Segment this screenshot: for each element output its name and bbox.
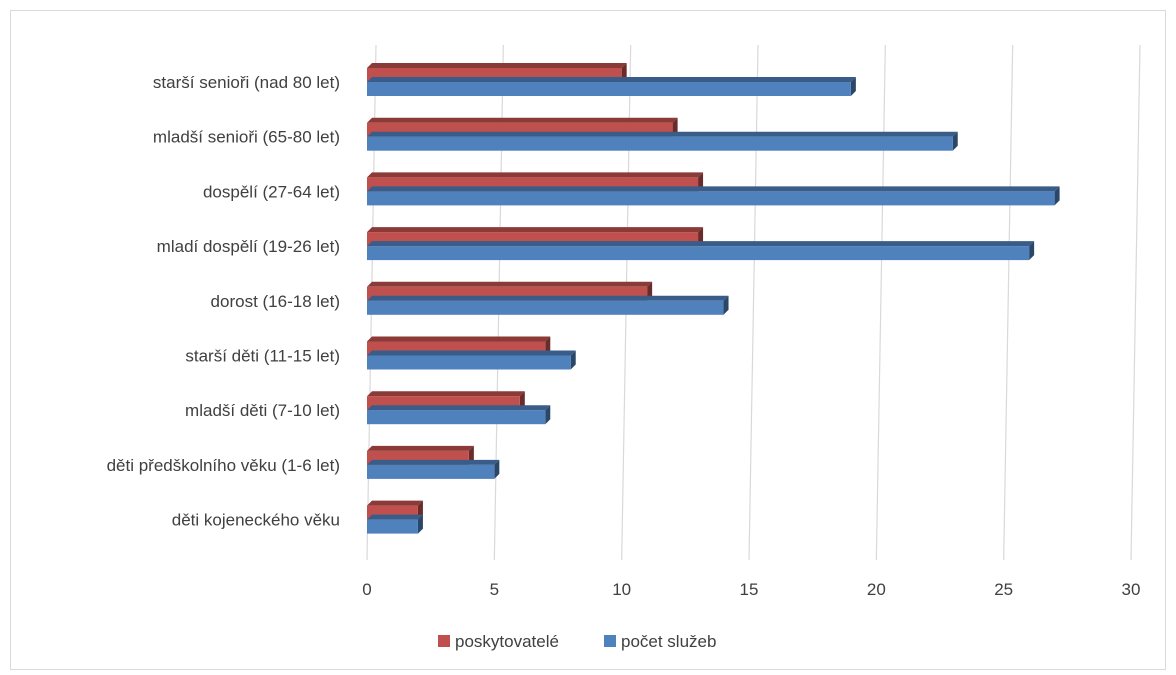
bars xyxy=(367,63,1060,534)
bar-pocet-sluzeb xyxy=(367,131,958,151)
legend-swatch xyxy=(604,635,616,647)
x-tick-label: 15 xyxy=(740,580,759,599)
legend-label: poskytovatelé xyxy=(455,632,559,651)
x-tick-label: 20 xyxy=(867,580,886,599)
bar-pocet-sluzeb xyxy=(367,350,576,370)
gridline xyxy=(875,44,886,561)
bar-pocet-sluzeb xyxy=(367,241,1035,261)
x-tick-label: 10 xyxy=(612,580,631,599)
category-label: dorost (16-18 let) xyxy=(211,292,340,311)
category-labels: starší senioři (nad 80 let) mladší senioř… xyxy=(107,73,340,530)
legend-swatch xyxy=(438,635,450,647)
x-tick-label: 0 xyxy=(362,580,371,599)
bar-pocet-sluzeb xyxy=(367,186,1060,206)
gridline xyxy=(1003,44,1014,561)
category-label: starší děti (11-15 let) xyxy=(185,347,340,366)
x-axis-ticks: 0 5 10 15 20 25 30 xyxy=(362,580,1140,599)
legend: poskytovatelé počet služeb xyxy=(438,632,716,651)
category-label: mladí dospělí (19-26 let) xyxy=(157,237,340,256)
bar-pocet-sluzeb xyxy=(367,77,856,96)
x-tick-label: 5 xyxy=(490,580,499,599)
category-label: starší senioři (nad 80 let) xyxy=(153,73,340,92)
x-tick-label: 30 xyxy=(1122,580,1141,599)
category-label: mladší děti (7-10 let) xyxy=(185,401,340,420)
bar-pocet-sluzeb xyxy=(367,514,423,534)
gridline xyxy=(1130,44,1141,561)
category-label: dospělí (27-64 let) xyxy=(203,182,340,201)
legend-label: počet služeb xyxy=(621,632,716,651)
bar-pocet-sluzeb xyxy=(367,295,729,315)
gridline xyxy=(748,44,759,561)
legend-item: počet služeb xyxy=(604,632,716,651)
legend-item: poskytovatelé xyxy=(438,632,559,651)
bar-pocet-sluzeb xyxy=(367,459,500,479)
category-label: děti předškolního věku (1-6 let) xyxy=(107,456,340,475)
bar-pocet-sluzeb xyxy=(367,405,551,425)
category-label: mladší senioři (65-80 let) xyxy=(153,128,340,147)
x-tick-label: 25 xyxy=(994,580,1013,599)
category-label: děti kojeneckého věku xyxy=(172,511,340,530)
